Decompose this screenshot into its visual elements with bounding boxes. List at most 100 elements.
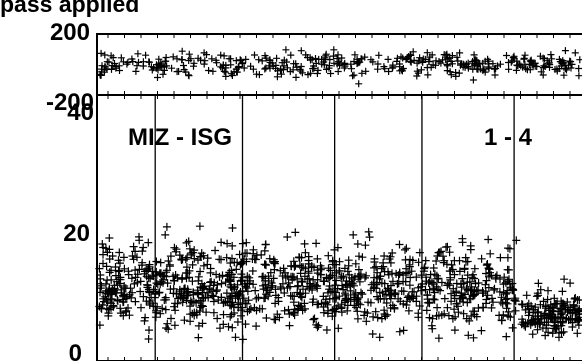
- data-point: [116, 67, 123, 74]
- data-point: [201, 57, 209, 65]
- data-point: [245, 305, 254, 314]
- data-point: [257, 250, 266, 259]
- data-point: [372, 262, 380, 271]
- data-point: [105, 245, 114, 254]
- data-point: [99, 250, 107, 259]
- data-point: [196, 297, 205, 305]
- data-point: [455, 267, 464, 276]
- data-point: [380, 252, 389, 260]
- data-point: [558, 287, 567, 296]
- data-point: [379, 262, 388, 271]
- data-point: [399, 326, 408, 335]
- data-point: [163, 279, 172, 288]
- data-point: [273, 73, 281, 81]
- data-point: [448, 52, 456, 60]
- data-point: [226, 259, 235, 267]
- data-point: [152, 271, 161, 280]
- data-point: [163, 62, 171, 70]
- data-point: [461, 253, 470, 262]
- data-point: [388, 269, 396, 278]
- data-point: [296, 302, 305, 311]
- data-point: [414, 283, 423, 292]
- data-point: [355, 80, 363, 88]
- data-point: [346, 295, 355, 304]
- data-point: [319, 303, 328, 311]
- data-point: [164, 325, 173, 334]
- data-point: [277, 70, 285, 78]
- data-point: [320, 277, 329, 286]
- data-point: [429, 280, 438, 288]
- data-point: [169, 289, 178, 298]
- data-point: [421, 285, 430, 294]
- data-point: [432, 271, 441, 280]
- data-point: [102, 280, 110, 288]
- data-point: [287, 51, 295, 59]
- data-point: [425, 313, 434, 322]
- data-point: [439, 258, 448, 267]
- data-point: [326, 56, 334, 63]
- data-point: [117, 54, 125, 62]
- data-point: [119, 311, 128, 320]
- data-point: [459, 298, 468, 306]
- data-point: [566, 279, 575, 288]
- data-point: [528, 330, 537, 339]
- data-point: [454, 57, 462, 65]
- data-point: [298, 278, 307, 286]
- data-point: [173, 55, 181, 63]
- data-point: [432, 61, 439, 69]
- data-point: [382, 299, 391, 307]
- data-point: [185, 72, 193, 80]
- data-point: [384, 55, 392, 63]
- data-point: [463, 278, 472, 287]
- data-point: [324, 251, 333, 260]
- data-point: [453, 53, 461, 61]
- data-point: [353, 240, 362, 248]
- data-point: [318, 55, 326, 63]
- data-point: [208, 55, 216, 63]
- data-point: [509, 54, 517, 61]
- data-point: [437, 247, 446, 256]
- data-point: [526, 57, 534, 65]
- data-point: [407, 58, 415, 66]
- data-point: [502, 332, 511, 341]
- data-point: [351, 51, 359, 59]
- data-point: [259, 285, 268, 294]
- data-point: [244, 296, 253, 305]
- data-point: [251, 51, 258, 59]
- data-point: [529, 305, 538, 314]
- data-point: [544, 286, 552, 295]
- data-point: [130, 279, 139, 288]
- data-point: [192, 308, 201, 317]
- data-point: [178, 47, 186, 55]
- data-point: [435, 248, 444, 257]
- data-point: [278, 279, 287, 288]
- data-point: [428, 324, 437, 333]
- data-point: [353, 307, 362, 316]
- data-point: [152, 257, 161, 266]
- data-point: [99, 243, 108, 252]
- data-point: [473, 65, 481, 73]
- data-point: [426, 270, 435, 279]
- bottom-ytick-40: 40: [67, 99, 94, 126]
- data-point: [107, 266, 116, 275]
- data-point: [518, 300, 527, 309]
- data-point: [135, 265, 144, 274]
- data-point: [499, 288, 508, 297]
- data-point: [242, 257, 251, 266]
- data-point: [269, 62, 277, 70]
- data-point: [320, 61, 328, 69]
- data-point: [325, 62, 333, 70]
- data-point: [228, 241, 237, 250]
- data-point: [322, 326, 331, 334]
- data-point: [486, 249, 495, 258]
- data-point: [472, 312, 481, 321]
- data-point: [197, 301, 206, 310]
- data-point: [505, 275, 513, 284]
- data-point: [278, 59, 286, 67]
- data-point: [482, 295, 491, 304]
- data-point: [306, 279, 315, 288]
- data-point: [440, 294, 449, 303]
- data-point: [483, 260, 492, 268]
- data-point: [109, 54, 117, 62]
- data-point: [310, 314, 319, 323]
